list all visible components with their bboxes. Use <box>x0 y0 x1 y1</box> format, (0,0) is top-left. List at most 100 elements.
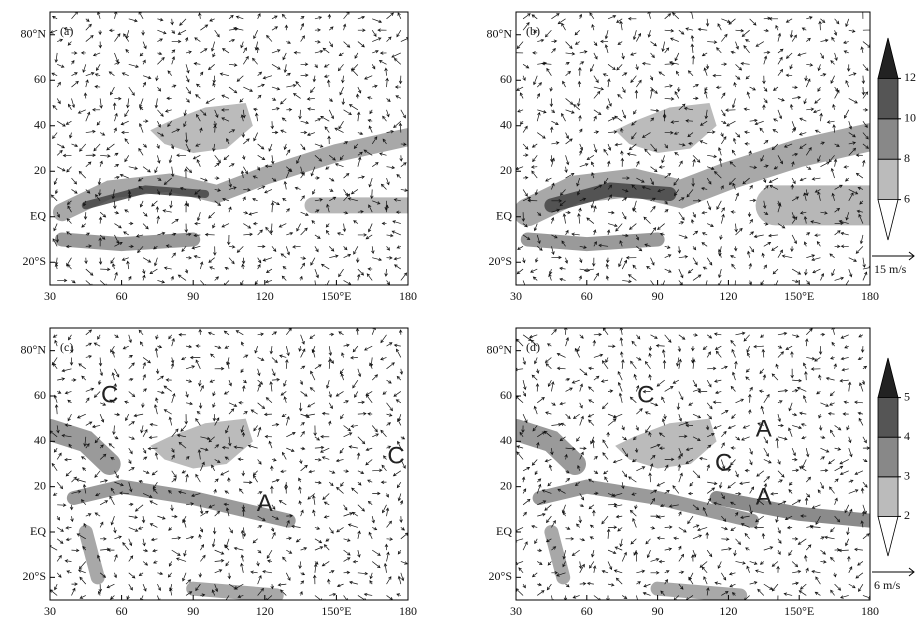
wind-vector <box>357 550 361 558</box>
wind-vector <box>85 443 90 449</box>
wind-vector <box>621 482 625 490</box>
wind-vector <box>347 523 358 528</box>
wind-vector <box>207 331 215 336</box>
wind-vector <box>94 436 101 444</box>
wind-vector <box>749 86 757 91</box>
wind-vector <box>551 157 555 167</box>
wind-vector <box>168 189 173 197</box>
wind-vector <box>860 46 864 54</box>
wind-vector <box>536 111 541 122</box>
wind-vector <box>257 549 262 554</box>
wind-vector <box>532 425 538 432</box>
wind-vector <box>157 280 166 284</box>
wind-vector <box>816 240 821 247</box>
wind-vector <box>664 254 672 259</box>
wind-vector <box>235 330 244 336</box>
wind-vector <box>168 155 173 164</box>
wind-vector <box>56 149 63 156</box>
wind-vector <box>692 96 699 101</box>
wind-vector <box>677 463 682 471</box>
wind-vector <box>613 504 623 508</box>
wind-vector <box>862 365 868 370</box>
wind-vector <box>377 28 387 32</box>
wind-vector <box>664 29 675 33</box>
wind-vector <box>299 590 303 596</box>
wind-vector <box>618 392 623 403</box>
wind-vector <box>371 136 378 145</box>
y-tick-label: 20 <box>500 478 512 492</box>
wind-vector <box>171 549 181 556</box>
wind-vector <box>627 274 637 281</box>
wind-vector <box>56 166 66 172</box>
wind-vector <box>56 81 61 88</box>
wind-vector <box>804 269 808 276</box>
wind-vector <box>314 64 318 69</box>
wind-vector <box>82 64 87 73</box>
wind-vector <box>212 223 216 229</box>
wind-vector <box>171 454 175 460</box>
wind-vector <box>760 155 765 162</box>
wind-vector <box>228 206 232 213</box>
wind-vector <box>321 456 330 460</box>
wind-vector <box>735 227 743 236</box>
colorbar-tick-label: 4 <box>904 429 910 443</box>
wind-vector <box>114 52 119 63</box>
wind-vector <box>133 413 144 418</box>
wind-vector <box>143 119 149 123</box>
wind-vector <box>283 396 287 403</box>
wind-vector <box>57 64 65 68</box>
wind-vector <box>170 357 175 364</box>
wind-vector <box>551 234 558 239</box>
wind-vector <box>544 29 552 38</box>
wind-vector <box>789 103 794 110</box>
wind-vector <box>791 447 796 457</box>
wind-vector <box>593 109 602 116</box>
wind-vector <box>286 231 294 236</box>
wind-vector <box>343 246 348 251</box>
wind-vector <box>257 185 266 190</box>
x-tick-label: 180 <box>861 289 879 303</box>
wind-vector <box>323 74 330 78</box>
wind-vector <box>183 550 187 557</box>
wind-vector <box>233 445 244 449</box>
wind-vector <box>834 515 841 523</box>
wind-vector <box>65 244 72 249</box>
wind-vector <box>386 576 392 585</box>
wind-vector <box>522 413 528 424</box>
wind-vector <box>692 84 699 88</box>
y-tick-label: 20°S <box>489 254 512 268</box>
wind-vector <box>586 217 595 224</box>
wind-vector <box>300 571 306 576</box>
wind-vector <box>341 352 345 358</box>
wind-vector <box>185 591 193 596</box>
wind-vector <box>325 223 330 228</box>
wind-vector <box>777 527 781 534</box>
wind-vector <box>114 152 119 157</box>
wind-vector <box>71 12 78 20</box>
wind-vector <box>52 132 58 140</box>
wind-vector <box>300 547 308 551</box>
wind-vector <box>139 98 144 108</box>
wind-vector <box>745 376 750 381</box>
wind-vector <box>621 551 627 562</box>
wind-vector <box>135 234 144 238</box>
wind-vector <box>602 328 609 336</box>
wind-vector <box>367 479 373 483</box>
colorbar-segment <box>877 357 899 398</box>
wind-vector <box>228 129 236 133</box>
wind-vector <box>701 242 708 247</box>
wind-vector <box>731 592 736 596</box>
wind-vector <box>857 411 864 416</box>
wind-vector <box>642 389 651 394</box>
wind-vector <box>593 470 599 474</box>
wind-vector <box>662 349 666 358</box>
wind-vector <box>282 265 287 270</box>
wind-vector <box>128 189 132 199</box>
wind-vector <box>124 400 129 404</box>
wind-vector <box>386 98 391 103</box>
wind-vector <box>676 70 680 76</box>
wind-vector <box>393 120 402 129</box>
wind-vector <box>798 466 807 472</box>
wind-vector <box>592 257 596 267</box>
wind-vector <box>804 75 808 82</box>
